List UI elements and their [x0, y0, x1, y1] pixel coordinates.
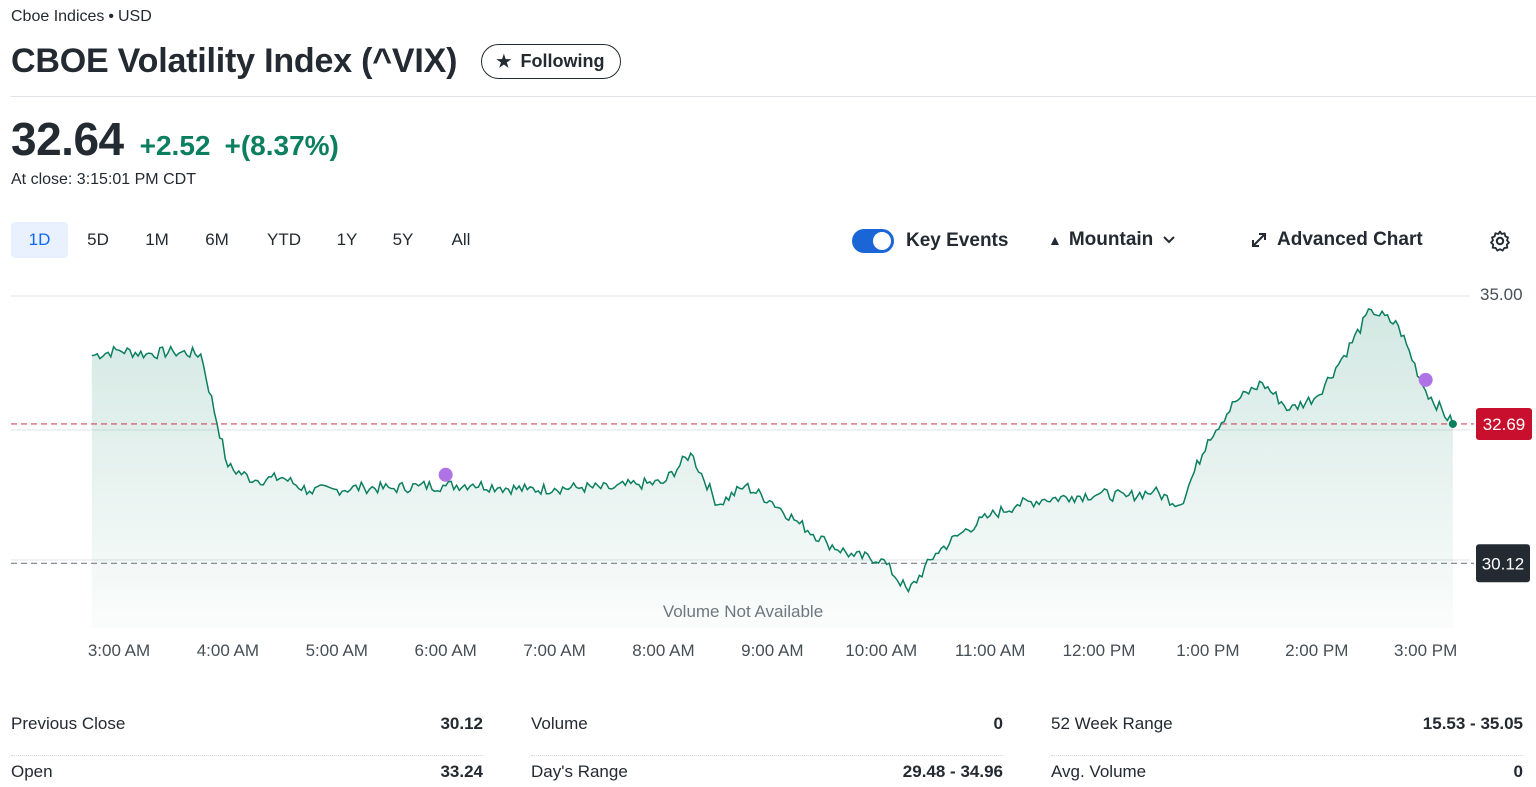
x-tick-label: 3:00 AM — [88, 641, 150, 660]
x-tick-label: 6:00 AM — [414, 641, 476, 660]
exchange-name: Cboe Indices — [11, 8, 105, 25]
separator-dot: • — [108, 8, 114, 25]
stat-days-range: Day's Range 29.48 - 34.96 — [531, 756, 1003, 787]
exchange-info: Cboe Indices • USD — [11, 8, 152, 26]
advanced-chart-button[interactable]: Advanced Chart — [1250, 229, 1423, 251]
current-price-badge: 32.69 — [1476, 407, 1532, 440]
following-label: Following — [520, 51, 605, 71]
price-line — [91, 308, 1454, 594]
key-events-toggle[interactable]: Key Events — [852, 229, 1008, 253]
previous-close-badge: 30.12 — [1476, 544, 1530, 583]
toggle-knob — [873, 232, 891, 250]
following-button[interactable]: ★ Following — [481, 44, 622, 79]
range-tab-1y[interactable]: 1Y — [336, 230, 358, 249]
toggle-switch[interactable] — [852, 229, 894, 253]
stat-value: 30.12 — [440, 714, 483, 733]
title-row: CBOE Volatility Index (^VIX) ★ Following — [11, 42, 622, 81]
range-tab-1m[interactable]: 1M — [145, 230, 169, 249]
y-tick-label: 35.00 — [1480, 285, 1523, 304]
stat-label: Avg. Volume — [1051, 762, 1147, 781]
stat-label: Day's Range — [531, 762, 628, 781]
x-tick-label: 10:00 AM — [845, 641, 917, 660]
x-tick-label: 3:00 PM — [1394, 641, 1457, 660]
x-axis: 3:00 AM 4:00 AM 5:00 AM 6:00 AM 7:00 AM 8:00 … — [88, 641, 1457, 660]
stat-avg-volume: Avg. Volume 0 — [1051, 756, 1523, 787]
previous-close-badge-label: 30.12 — [1482, 554, 1525, 573]
price-change-percent: +(8.37%) — [224, 130, 339, 161]
stat-value: 33.24 — [440, 762, 483, 781]
key-event-marker[interactable] — [438, 467, 453, 482]
close-time: At close: 3:15:01 PM CDT — [11, 171, 196, 188]
x-tick-label: 11:00 AM — [955, 641, 1026, 660]
x-tick-label: 2:00 PM — [1285, 641, 1348, 660]
divider — [11, 96, 1536, 97]
range-tab-5d[interactable]: 5D — [87, 230, 109, 249]
chart-type-dropdown[interactable]: ▲ Mountain — [1048, 229, 1176, 251]
stats-column-3: 52 Week Range 15.53 - 35.05 Avg. Volume … — [1051, 708, 1523, 787]
stat-value: 0 — [993, 714, 1003, 733]
last-price-dot — [1448, 419, 1457, 428]
stat-value: 29.48 - 34.96 — [902, 762, 1003, 781]
key-events-label: Key Events — [906, 230, 1009, 251]
stat-value: 0 — [1513, 762, 1523, 781]
range-tab-ytd[interactable]: YTD — [267, 230, 301, 249]
chevron-down-icon — [1163, 236, 1176, 244]
price-area — [91, 309, 1453, 628]
key-events — [438, 372, 1433, 482]
chart-type-label: Mountain — [1068, 229, 1154, 250]
x-tick-label: 8:00 AM — [632, 641, 694, 660]
stat-52-week-range: 52 Week Range 15.53 - 35.05 — [1051, 708, 1523, 756]
price-change: +2.52 — [139, 130, 211, 161]
stat-open: Open 33.24 — [11, 756, 483, 787]
x-tick-label: 12:00 PM — [1063, 641, 1136, 660]
range-tabs: 1D 5D 1M 6M YTD 1Y 5Y All — [11, 222, 490, 258]
range-tab-5y[interactable]: 5Y — [392, 230, 414, 249]
current-price-badge-label: 32.69 — [1483, 415, 1526, 434]
star-icon: ★ — [496, 51, 512, 71]
stat-label: Open — [11, 762, 53, 781]
stat-value: 15.53 - 35.05 — [1422, 714, 1523, 733]
expand-icon — [1252, 233, 1266, 247]
stats-column-1: Previous Close 30.12 Open 33.24 — [11, 708, 483, 787]
x-tick-label: 5:00 AM — [306, 641, 368, 660]
stat-label: Volume — [531, 714, 588, 733]
range-tab-6m[interactable]: 6M — [205, 230, 229, 249]
page-title: CBOE Volatility Index (^VIX) — [11, 42, 458, 80]
x-tick-label: 7:00 AM — [523, 641, 585, 660]
advanced-chart-label: Advanced Chart — [1277, 229, 1423, 250]
x-tick-label: 4:00 AM — [197, 641, 259, 660]
quote-row: 32.64 +2.52 +(8.37%) — [11, 112, 339, 166]
currency-label: USD — [118, 8, 152, 25]
range-tab-all[interactable]: All — [451, 230, 471, 249]
range-tab-1d[interactable]: 1D — [11, 222, 68, 258]
current-price: 32.64 — [11, 113, 124, 165]
x-tick-label: 9:00 AM — [741, 641, 803, 660]
stat-label: Previous Close — [11, 714, 126, 733]
x-tick-label: 1:00 PM — [1176, 641, 1239, 660]
stat-label: 52 Week Range — [1051, 714, 1173, 733]
stat-previous-close: Previous Close 30.12 — [11, 708, 483, 756]
volume-not-available: Volume Not Available — [663, 602, 823, 621]
stats-column-2: Volume 0 Day's Range 29.48 - 34.96 — [531, 708, 1003, 787]
settings-gear-icon[interactable] — [1488, 229, 1512, 253]
mountain-icon: ▲ — [1048, 232, 1062, 248]
key-event-marker[interactable] — [1418, 372, 1433, 387]
price-chart[interactable]: 35.00 Volume Not Available 32.69 30.12 3… — [0, 270, 1536, 670]
stat-volume: Volume 0 — [531, 708, 1003, 756]
